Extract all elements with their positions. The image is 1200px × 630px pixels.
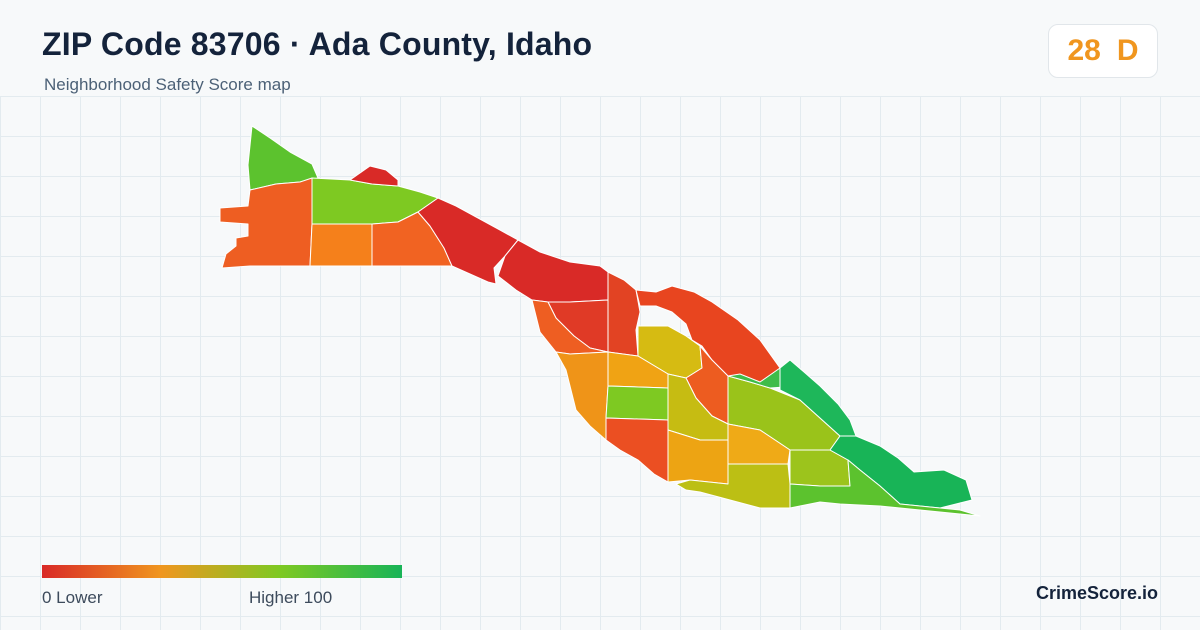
map-region[interactable] — [727, 423, 791, 465]
map-region[interactable] — [779, 359, 857, 437]
brand-logo-text: CrimeScore.io — [1036, 583, 1159, 603]
map-region[interactable] — [605, 385, 669, 421]
page-title: ZIP Code 83706 · Ada County, Idaho — [42, 26, 593, 62]
safety-score-value: 28 — [1067, 34, 1101, 67]
map-region[interactable] — [531, 299, 609, 355]
map-region[interactable] — [605, 417, 669, 483]
safety-score-legend-bar — [42, 565, 402, 578]
map-region[interactable] — [789, 459, 981, 517]
map-region[interactable] — [219, 177, 313, 269]
map-region[interactable] — [417, 197, 519, 285]
map-region[interactable] — [309, 223, 373, 267]
score-badge: 28 D — [1048, 24, 1158, 78]
page-subtitle: Neighborhood Safety Score map — [44, 75, 291, 94]
legend-max-label: Higher 100 — [249, 588, 333, 607]
safety-grade: D — [1116, 34, 1139, 67]
legend-min-label: 0 Lower — [42, 588, 103, 607]
map-region[interactable] — [497, 239, 609, 303]
map-region[interactable] — [349, 165, 399, 187]
map-region[interactable] — [555, 351, 609, 441]
map-region[interactable] — [607, 271, 641, 357]
